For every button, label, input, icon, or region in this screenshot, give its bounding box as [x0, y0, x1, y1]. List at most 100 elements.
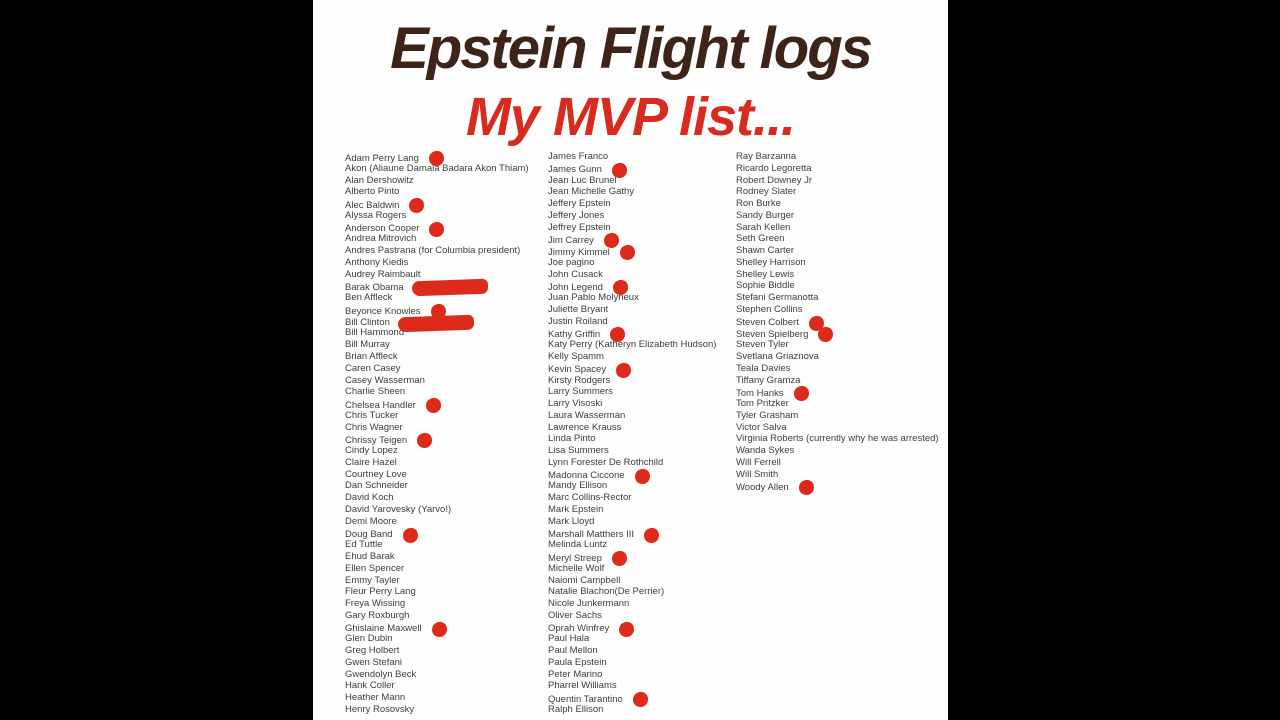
person-name: Doug Band [345, 529, 393, 541]
list-item: Victor Salva [736, 422, 939, 434]
person-name: John Legend [548, 282, 603, 294]
list-item: Bill Hammond [345, 327, 529, 339]
list-item: Marc Collins-Rector [548, 492, 716, 504]
person-name: Andres Pastrana (for Columbia president) [345, 245, 521, 257]
list-item: Robert Downey Jr [736, 175, 939, 187]
person-name: Hank Coller [345, 680, 395, 692]
list-item: Beyonce Knowles [345, 302, 529, 320]
person-name: Oprah Winfrey [548, 623, 610, 635]
person-name: Seth Green [736, 233, 785, 245]
list-item: Andrea Mitrovich [345, 233, 529, 245]
person-name: Pharrel Williams [548, 680, 617, 692]
person-name: Virginia Roberts (currently why he was a… [736, 433, 939, 445]
list-item: Lisa Summers [548, 445, 716, 457]
list-item: Sarah Kellen [736, 222, 939, 234]
person-name: Katy Perry (Katheryn Elizabeth Hudson) [548, 339, 717, 351]
list-item: Chrissy Teigen [345, 432, 529, 450]
person-name: James Gunn [548, 164, 602, 176]
person-name: Ricardo Legoretta [736, 162, 812, 174]
list-item: Bill Murray [345, 339, 529, 351]
person-name: Beyonce Knowles [345, 305, 421, 317]
person-name: Wanda Sykes [736, 445, 795, 457]
person-name: Ghislaine Maxwell [345, 623, 422, 635]
list-item: Henry Rosovsky [345, 704, 529, 716]
list-item: Stefani Germanotta [736, 292, 939, 304]
person-name: Ben Affleck [345, 292, 393, 304]
list-item: Jean Michelle Gathy [548, 186, 716, 198]
list-item: Paula Epstein [548, 657, 716, 669]
person-name: Ehud Barak [345, 551, 395, 563]
person-name: Claire Hazel [345, 456, 397, 468]
list-item: Bill Clinton [345, 314, 529, 333]
person-name: Jean Michelle Gathy [548, 186, 635, 198]
list-item: Adam Perry Lang [345, 150, 529, 167]
list-item: Paul Hala [548, 633, 716, 645]
list-item: Joe pagino [548, 257, 716, 269]
list-item: Anderson Cooper [345, 220, 529, 238]
person-name: Marc Collins-Rector [548, 492, 632, 504]
person-name: Brian Affleck [345, 351, 398, 363]
list-item: Wanda Sykes [736, 445, 939, 457]
person-name: Charlie Sheen [345, 386, 406, 398]
person-name: Alan Dershowitz [345, 174, 414, 186]
list-item: Naiomi Campbell [548, 575, 716, 587]
list-item: Justin Roiland [548, 316, 716, 328]
list-item: James Gunn [548, 161, 716, 179]
list-item: Gwendolyn Beck [345, 669, 529, 681]
person-name: Lawrence Krauss [548, 421, 622, 433]
person-name: Bill Clinton [345, 317, 390, 329]
person-name: Akon (Aliaune Damala Badara Akon Thiam) [345, 162, 529, 174]
list-item: Jean Luc Brunel [548, 175, 716, 187]
list-item: Peter Marino [548, 669, 716, 681]
list-item: Melinda Luntz [548, 539, 716, 551]
list-item: Dan Schneider [345, 480, 529, 492]
person-name: Sandy Burger [736, 209, 795, 221]
list-item: Chris Tucker [345, 410, 529, 422]
person-name: Paul Mellon [548, 645, 598, 657]
person-name: Sarah Kellen [736, 221, 791, 233]
list-item: Greg Holbert [345, 645, 529, 657]
list-item: Rodney Slater [736, 186, 939, 198]
list-item: Tom Pritzker [736, 398, 939, 410]
person-name: Greg Holbert [345, 645, 400, 657]
person-name: Steven Colbert [736, 317, 799, 329]
list-item: Shawn Carter [736, 245, 939, 257]
list-item: Courtney Love [345, 469, 529, 481]
person-name: Anthony Kiedis [345, 256, 409, 268]
person-name: Alyssa Rogers [345, 209, 407, 221]
list-item: Michelle Wolf [548, 563, 716, 575]
list-item: Mark Lloyd [548, 516, 716, 528]
list-item: Jeffrey Epstein [548, 222, 716, 234]
person-name: Tom Pritzker [736, 398, 789, 410]
person-name: Woody Allen [736, 482, 789, 494]
list-item: Kathy Griffin [548, 326, 716, 344]
list-item: Akon (Aliaune Damala Badara Akon Thiam) [345, 163, 529, 175]
person-name: Larry Visoski [548, 398, 603, 410]
name-column-1: Adam Perry Lang Akon (Aliaune Damala Bada… [345, 150, 529, 716]
list-item: Ben Affleck [345, 292, 529, 304]
person-name: David Yarovesky (Yarvo!) [345, 503, 452, 515]
list-item: Alec Baldwin [345, 197, 529, 215]
list-item: Kelly Spamm [548, 351, 716, 363]
red-scribble-mark [397, 314, 475, 333]
person-name: Gwen Stefani [345, 656, 403, 668]
person-name: Jeffrey Epstein [548, 221, 611, 233]
list-item: Nicole Junkermann [548, 598, 716, 610]
person-name: Laura Wasserman [548, 409, 626, 421]
person-name: Fleur Perry Lang [345, 586, 416, 598]
list-item: Sophie Biddle [736, 280, 939, 292]
list-item: Chelsea Handler [345, 397, 529, 415]
list-item: Natalie Blachon(De Perrier) [548, 586, 716, 598]
list-item: Woody Allen [736, 479, 939, 497]
person-name: Naiomi Campbell [548, 574, 621, 586]
person-name: Tyler Grasham [736, 409, 799, 421]
list-item: Brian Affleck [345, 351, 529, 363]
person-name: Mark Epstein [548, 503, 604, 515]
list-item: Heather Mann [345, 692, 529, 704]
list-item: Jeffery Jones [548, 210, 716, 222]
list-item: Will Ferrell [736, 457, 939, 469]
list-item: Madonna Ciccone [548, 467, 716, 485]
person-name: Rodney Slater [736, 186, 797, 198]
person-name: Paul Hala [548, 633, 590, 645]
person-name: Courtney Love [345, 468, 407, 480]
